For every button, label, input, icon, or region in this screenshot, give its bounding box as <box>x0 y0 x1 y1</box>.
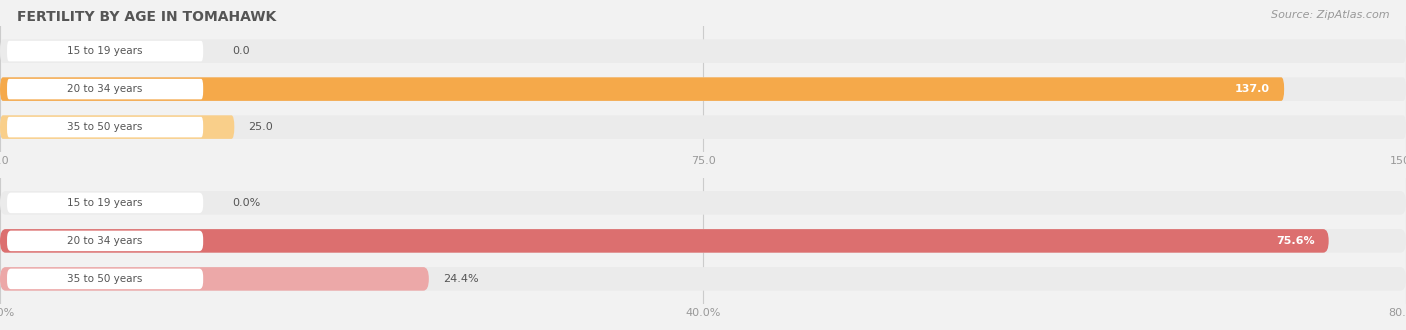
Text: 35 to 50 years: 35 to 50 years <box>67 274 142 284</box>
Text: Source: ZipAtlas.com: Source: ZipAtlas.com <box>1271 10 1389 20</box>
FancyBboxPatch shape <box>7 269 202 289</box>
FancyBboxPatch shape <box>0 229 1406 253</box>
FancyBboxPatch shape <box>7 41 202 61</box>
Text: 75.6%: 75.6% <box>1277 236 1315 246</box>
Text: 20 to 34 years: 20 to 34 years <box>67 84 142 94</box>
FancyBboxPatch shape <box>7 231 202 251</box>
Text: 0.0%: 0.0% <box>232 198 260 208</box>
Text: 20 to 34 years: 20 to 34 years <box>67 236 142 246</box>
FancyBboxPatch shape <box>7 117 202 137</box>
FancyBboxPatch shape <box>7 193 202 213</box>
FancyBboxPatch shape <box>0 267 429 291</box>
Text: 25.0: 25.0 <box>249 122 273 132</box>
Text: FERTILITY BY AGE IN TOMAHAWK: FERTILITY BY AGE IN TOMAHAWK <box>17 10 276 24</box>
FancyBboxPatch shape <box>0 77 1284 101</box>
FancyBboxPatch shape <box>0 115 235 139</box>
FancyBboxPatch shape <box>0 39 1406 63</box>
FancyBboxPatch shape <box>0 77 1406 101</box>
Text: 15 to 19 years: 15 to 19 years <box>67 198 142 208</box>
Text: 35 to 50 years: 35 to 50 years <box>67 122 142 132</box>
Text: 15 to 19 years: 15 to 19 years <box>67 46 142 56</box>
FancyBboxPatch shape <box>0 115 1406 139</box>
Text: 137.0: 137.0 <box>1234 84 1270 94</box>
Text: 24.4%: 24.4% <box>443 274 478 284</box>
Text: 0.0: 0.0 <box>232 46 250 56</box>
FancyBboxPatch shape <box>0 191 1406 215</box>
FancyBboxPatch shape <box>0 229 1329 253</box>
FancyBboxPatch shape <box>7 79 202 99</box>
FancyBboxPatch shape <box>0 267 1406 291</box>
